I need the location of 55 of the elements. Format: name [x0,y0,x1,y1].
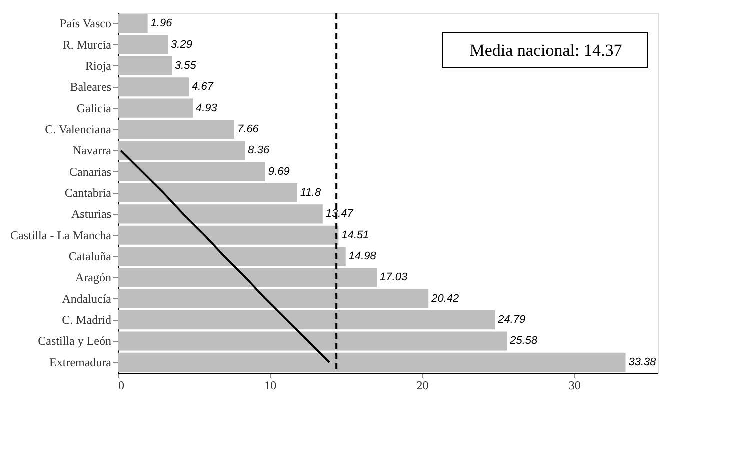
x-tick-label: 0 [118,378,124,392]
data-label: 3.55 [175,60,198,72]
bar [118,226,339,245]
y-tick-label: Asturias [72,207,112,222]
data-label: 4.67 [192,81,214,94]
data-label: 4.93 [196,102,218,114]
y-tick-label: Cantabria [64,186,112,200]
data-label: 14.51 [342,229,370,242]
y-tick-label: C. Valenciana [45,122,112,136]
data-label: 9.69 [268,166,290,178]
x-tick-label: 30 [568,378,581,392]
y-tick-label: Extremadura [50,355,112,370]
y-tick-label: Cataluña [68,250,112,264]
y-tick-label: Andalucía [62,292,112,306]
bar [118,162,266,182]
data-label: 3.29 [171,38,192,51]
data-label: 8.36 [248,144,270,157]
bar [118,352,626,372]
bar [118,247,346,266]
bar [118,98,193,118]
x-tick-label: 20 [416,378,429,392]
y-tick-label: Castilla - La Mancha [10,228,112,242]
bar [118,78,190,97]
data-label: 11.8 [300,187,322,199]
y-tick-label: C. Madrid [62,313,112,328]
bar [118,332,508,351]
bar [118,289,429,308]
bar [118,183,298,203]
bar [118,268,378,288]
bar [118,141,246,160]
y-tick-label: Aragón [76,270,112,285]
y-tick-label: Navarra [72,144,112,158]
data-label: 7.66 [238,123,260,136]
y-tick-label: Canarias [70,164,112,179]
annotation: Media nacional: 14.37 [470,41,623,60]
bar [118,35,168,54]
data-label: 1.96 [150,18,174,30]
data-label: 33.38 [628,356,658,368]
y-tick-label: Baleares [70,80,112,94]
y-tick-label: Galicia [76,101,112,116]
y-tick-label: País Vasco [60,16,112,31]
x-tick-label: 10 [264,378,277,392]
y-tick-label: Castilla y León [38,334,112,348]
bar [118,204,323,224]
bar [118,310,496,330]
data-label: 14.98 [348,250,378,263]
y-tick-label: Rioja [86,58,112,73]
y-tick-label: R. Murcia [62,38,112,52]
bar [118,120,235,139]
bar [118,14,148,34]
data-label: 20.42 [430,292,460,305]
bar [118,56,172,76]
data-label: 25.58 [509,335,539,348]
data-label: 24.79 [497,314,526,326]
data-label: 17.03 [380,272,408,284]
